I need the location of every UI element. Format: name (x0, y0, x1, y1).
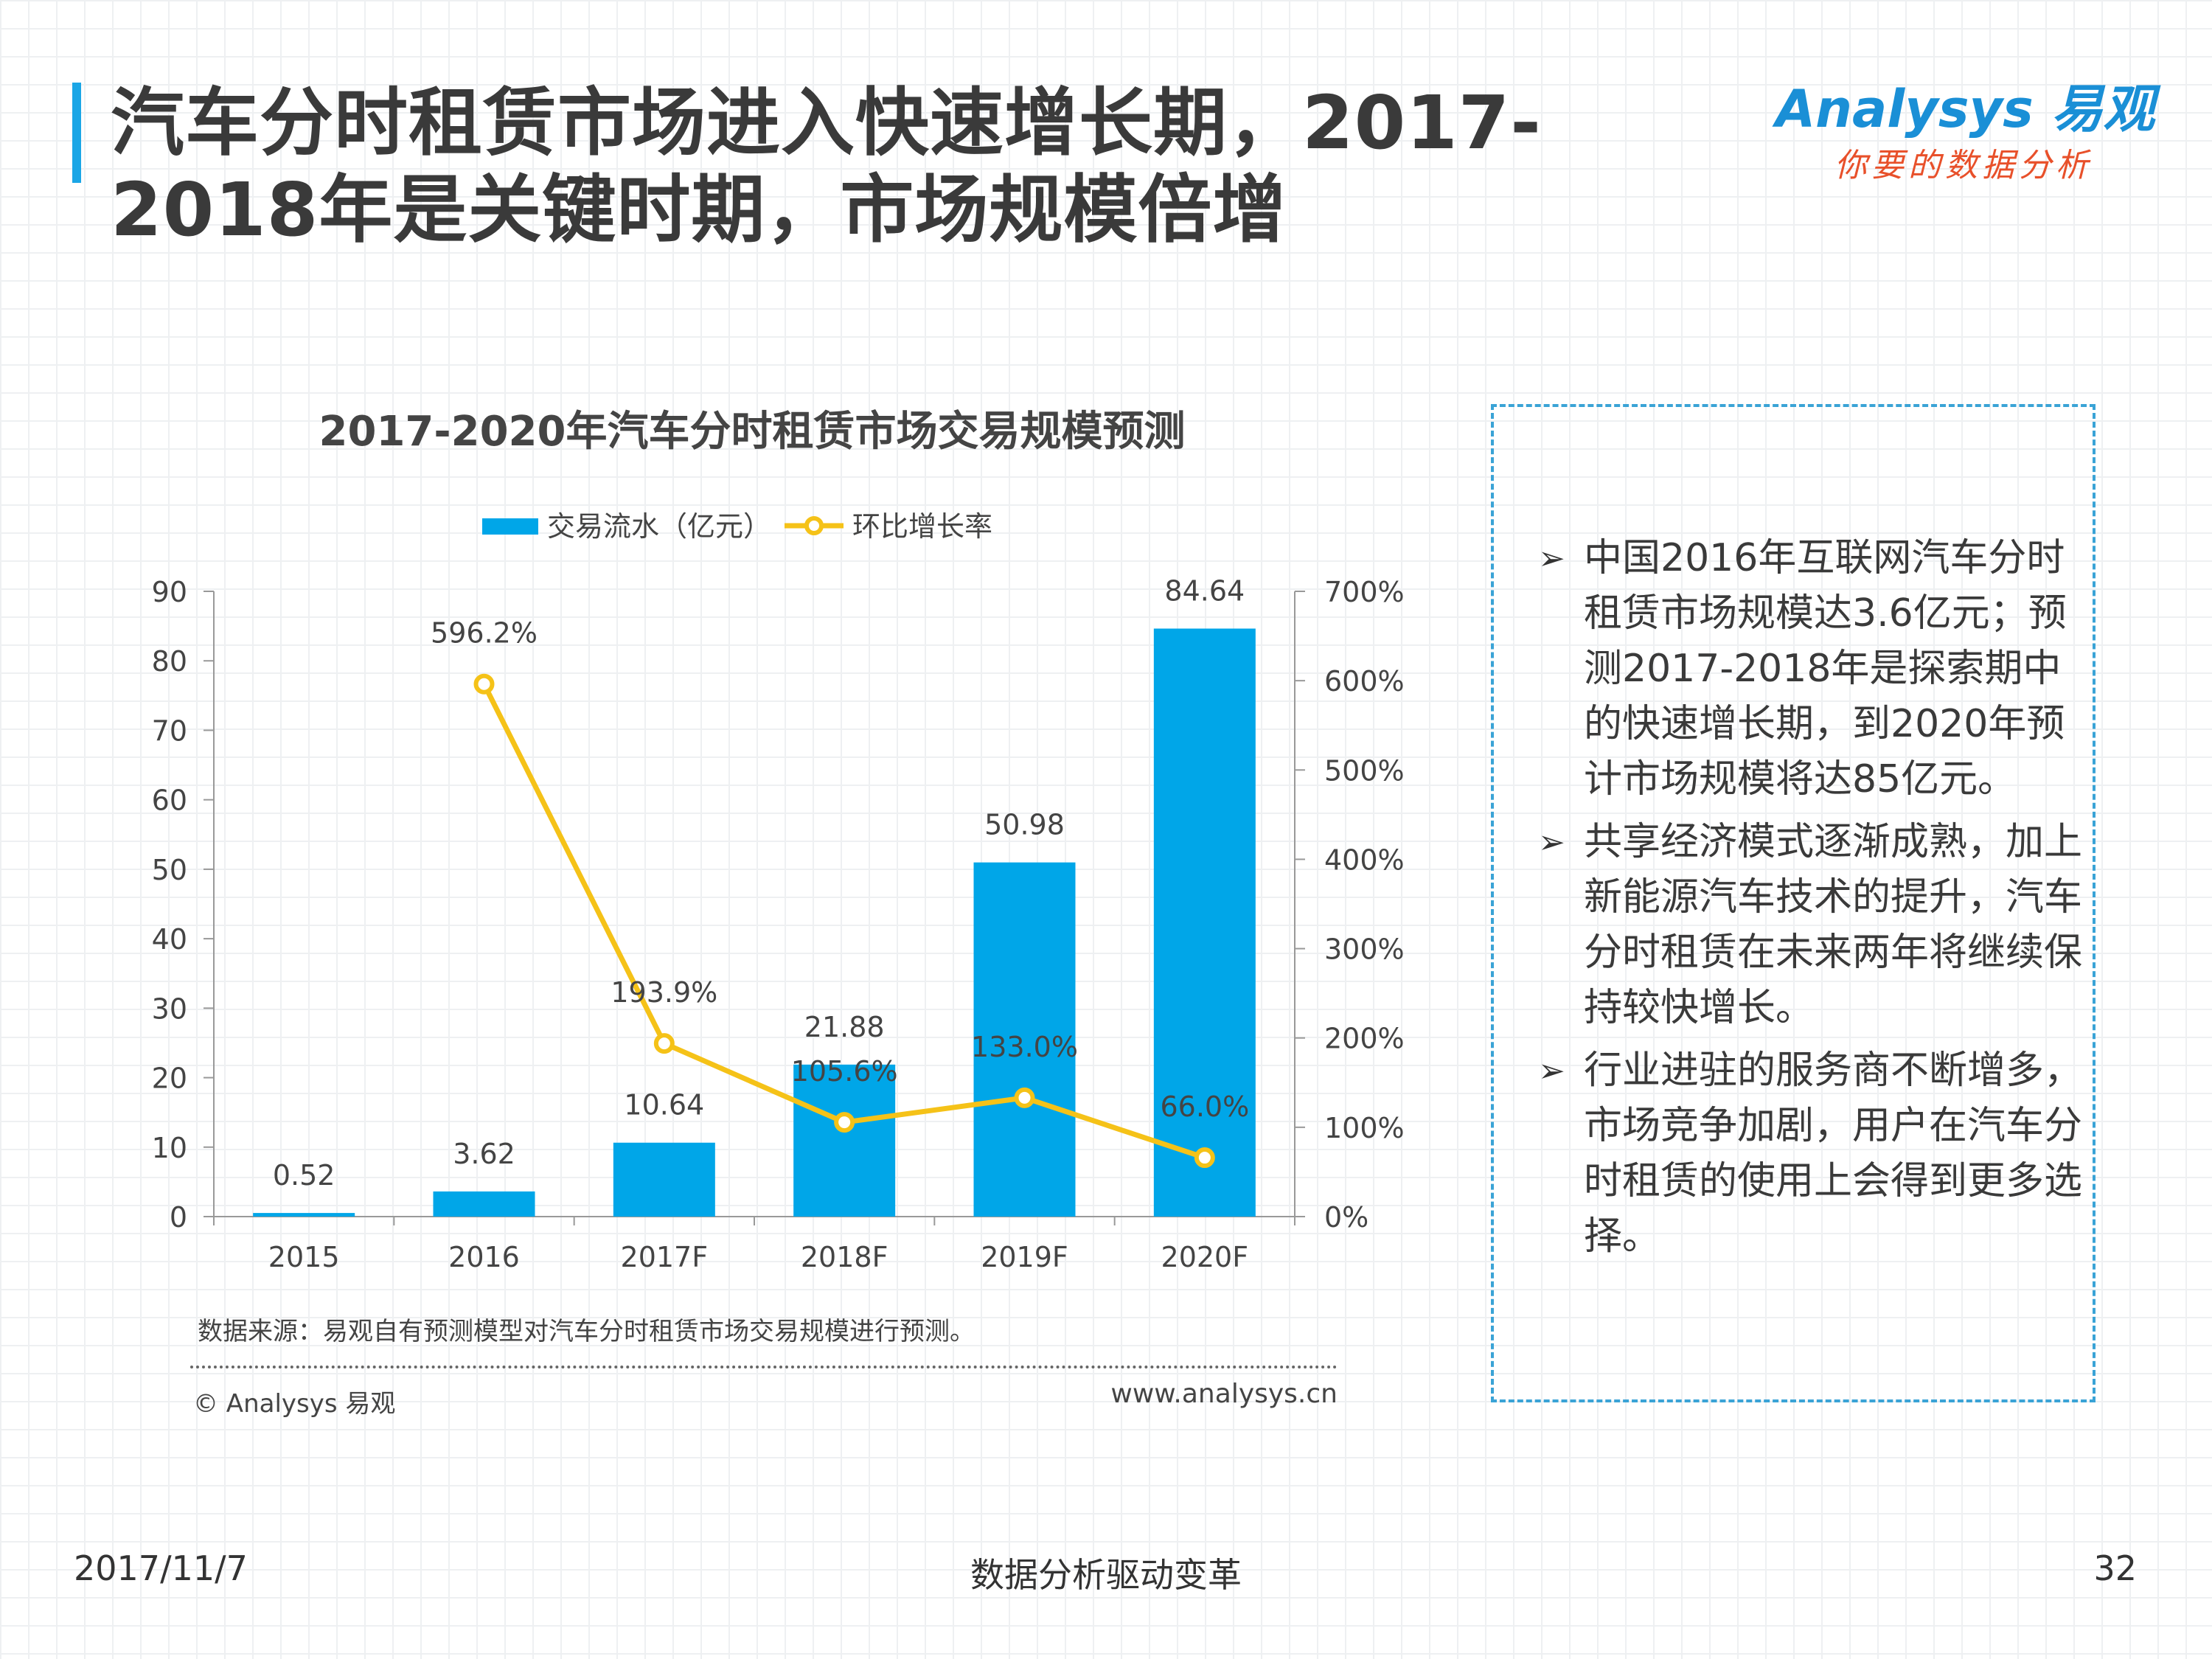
arrow-bullet-icon: ➢ (1538, 1052, 1565, 1090)
left-axis-tick-label: 80 (152, 645, 187, 678)
bar-value-label: 84.64 (1164, 575, 1245, 608)
growth-rate-label: 193.9% (611, 976, 717, 1009)
right-axis-tick-label: 400% (1324, 844, 1405, 876)
note-text: 中国2016年互联网汽车分时租赁市场规模达3.6亿元；预测2017-2018年是… (1584, 536, 2067, 801)
growth-rate-point (473, 673, 495, 695)
x-axis-tick-label: 2017F (621, 1241, 709, 1273)
legend-bar-label: 交易流水（亿元） (547, 510, 771, 543)
arrow-bullet-icon: ➢ (1538, 824, 1565, 861)
notes-panel (1491, 404, 2096, 1402)
x-axis-tick-label: 2019F (981, 1241, 1068, 1273)
left-axis-tick-label: 70 (152, 714, 187, 747)
right-axis-tick-label: 0% (1324, 1201, 1368, 1234)
footer-slogan: 数据分析驱动变革 (970, 1555, 1242, 1595)
bar (1153, 628, 1256, 1217)
right-axis-tick-label: 700% (1324, 576, 1405, 608)
legend-line-marker (804, 516, 824, 535)
page-number: 32 (2093, 1548, 2137, 1588)
logo-slogan: 你要的数据分析 (1834, 147, 2093, 184)
right-axis-tick-label: 500% (1324, 754, 1405, 787)
left-axis-tick-label: 90 (152, 576, 187, 608)
note-item: ➢ 中国2016年互联网汽车分时租赁市场规模达3.6亿元；预测2017-2018年… (1538, 531, 2084, 807)
bar-value-label: 10.64 (624, 1089, 704, 1121)
bar-line-chart: 0 10 20 30 40 50 60 70 80 90 0% 100% 200% 300% 400% 500… (152, 510, 1405, 1273)
divider (190, 1366, 1338, 1368)
bar-value-label: 0.52 (273, 1159, 335, 1192)
footer-date: 2017/11/7 (74, 1548, 248, 1588)
data-source-note: 数据来源：易观自有预测模型对汽车分时租赁市场交易规模进行预测。 (198, 1317, 975, 1346)
note-text: 共享经济模式逐渐成熟，加上新能源汽车技术的提升，汽车分时租赁在未来两年将继续保持… (1584, 820, 2083, 1030)
bar (613, 1142, 715, 1217)
growth-rate-point (834, 1112, 855, 1133)
left-axis-tick-label: 20 (152, 1062, 187, 1095)
right-axis-tick-label: 100% (1324, 1112, 1405, 1144)
right-axis-tick-label: 600% (1324, 665, 1405, 698)
x-axis-tick-label: 2016 (448, 1241, 520, 1273)
chart-title: 2017-2020年汽车分时租赁市场交易规模预测 (319, 408, 1186, 456)
note-item: ➢ 行业进驻的服务商不断增多，市场竞争加剧，用户在汽车分时租赁的使用上会得到更多选… (1538, 1043, 2084, 1265)
growth-rate-point (1194, 1147, 1215, 1169)
growth-rate-point (1014, 1087, 1035, 1108)
website-link[interactable]: www.analysys.cn (1110, 1379, 1338, 1409)
x-axis-tick-label: 2020F (1161, 1241, 1249, 1273)
growth-rate-label: 66.0% (1160, 1091, 1249, 1123)
left-axis-tick-label: 60 (152, 785, 187, 817)
left-axis-tick-label: 10 (152, 1132, 187, 1164)
note-text: 行业进驻的服务商不断增多，市场竞争加剧，用户在汽车分时租赁的使用上会得到更多选择… (1584, 1048, 2083, 1259)
arrow-bullet-icon: ➢ (1538, 540, 1565, 577)
left-axis-tick-label: 30 (152, 992, 187, 1025)
bar-value-label: 21.88 (804, 1011, 885, 1043)
x-axis-tick-label: 2015 (268, 1241, 340, 1273)
left-axis-tick-label: 50 (152, 854, 187, 886)
analysys-logo: Analysys 易观 你要的数据分析 (1775, 68, 2154, 193)
title-accent-bar (72, 83, 81, 183)
legend-bar-swatch (482, 518, 538, 535)
bar (433, 1191, 535, 1217)
growth-rate-label: 596.2% (431, 617, 538, 650)
note-item: ➢ 共享经济模式逐渐成熟，加上新能源汽车技术的提升，汽车分时租赁在未来两年将继续保… (1538, 815, 2084, 1036)
bar (253, 1213, 355, 1217)
right-axis-tick-label: 200% (1324, 1023, 1405, 1055)
growth-rate-label: 105.6% (791, 1055, 898, 1088)
bar (973, 862, 1076, 1217)
notes-list: ➢ 中国2016年互联网汽车分时租赁市场规模达3.6亿元；预测2017-2018年… (1538, 531, 2084, 1272)
bar-value-label: 3.62 (453, 1138, 515, 1170)
bar (793, 1064, 896, 1217)
left-axis-tick-label: 0 (170, 1201, 187, 1234)
legend-line-label: 环比增长率 (852, 510, 992, 543)
growth-rate-label: 133.0% (971, 1031, 1078, 1063)
growth-rate-point (653, 1033, 675, 1054)
page-title: 汽车分时租赁市场进入快速增长期，2017-2018年是关键时期，市场规模倍增 (111, 80, 1542, 253)
right-axis-tick-label: 300% (1324, 933, 1405, 966)
logo-main-text: Analysys 易观 (1775, 79, 2155, 139)
left-axis-tick-label: 40 (152, 923, 187, 956)
copyright: © Analysys 易观 (193, 1389, 396, 1419)
bar-value-label: 50.98 (984, 809, 1065, 841)
x-axis-tick-label: 2018F (801, 1241, 888, 1273)
